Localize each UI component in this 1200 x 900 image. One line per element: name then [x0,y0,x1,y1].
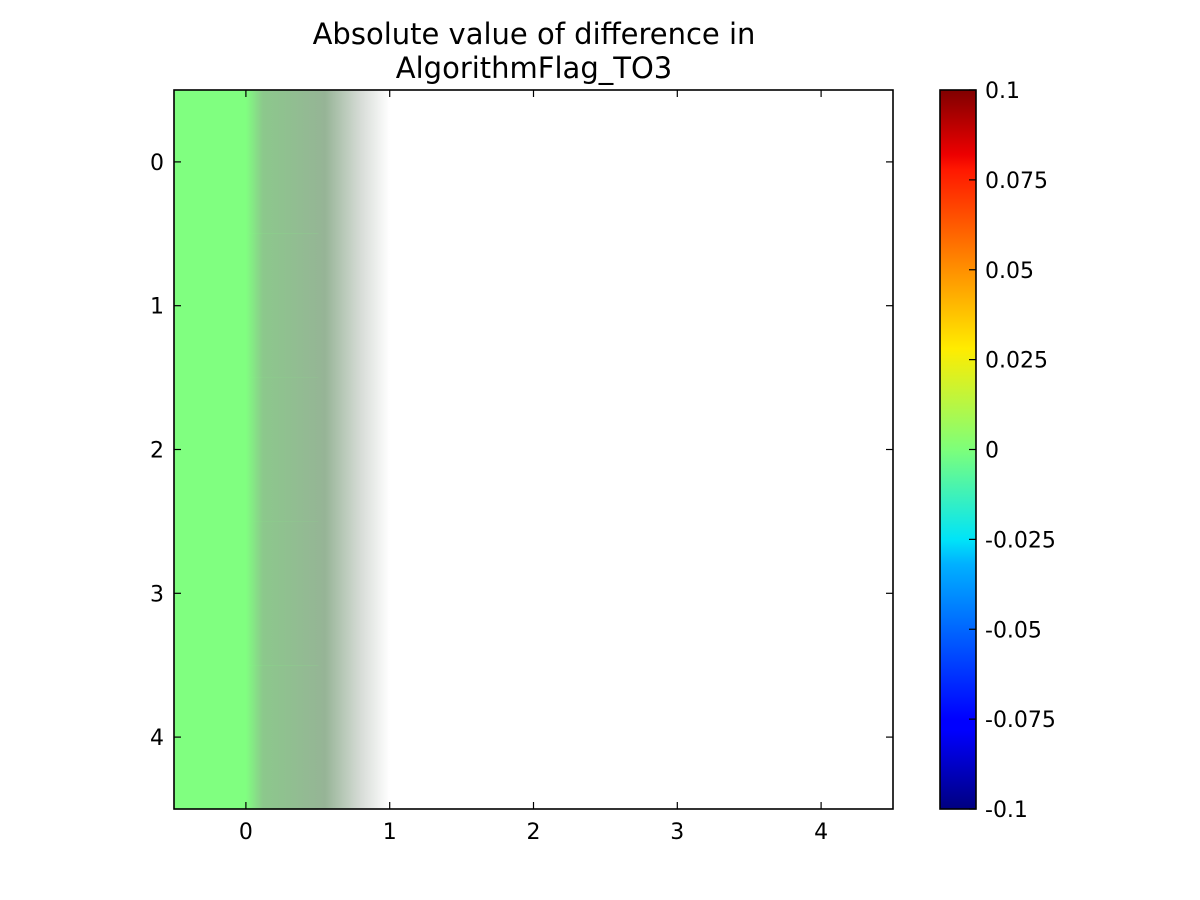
x-axis: 0 1 2 3 4 [239,90,828,845]
colorbar-tick-label: 0.1 [985,79,1020,104]
y-tick-label: 4 [150,726,164,751]
y-tick-label: 3 [150,582,164,607]
x-tick-label: 1 [383,820,397,845]
colorbar-tick-label: 0 [985,439,999,464]
colorbar-tick-label: -0.075 [985,708,1056,733]
x-tick-label: 0 [239,820,253,845]
colorbar-tick-label: 0.025 [985,349,1048,374]
y-tick-label: 0 [150,151,164,176]
x-tick-label: 3 [670,820,684,845]
colorbar-axis: 0.1 0.075 0.05 0.025 0 -0.025 -0.05 -0.075 -0.1 [969,79,1056,823]
colorbar-tick-label: 0.05 [985,259,1034,284]
heatmap-fade [245,90,390,235]
y-axis: 0 1 2 3 4 [150,151,893,751]
heatmap-fade [245,377,390,522]
colorbar-tick-label: -0.025 [985,528,1056,553]
x-tick-label: 4 [814,820,828,845]
y-tick-label: 1 [150,295,164,320]
heatmap-cells [174,90,390,810]
y-tick-label: 2 [150,439,164,464]
chart-title-line-1: Absolute value of difference in [313,17,756,51]
heatmap-fade [245,521,390,666]
colorbar-tick-label: 0.075 [985,169,1048,194]
heatmap-fade [245,665,390,810]
heatmap-fade [245,233,390,379]
colorbar-tick-label: -0.05 [985,618,1042,643]
chart-title-line-2: AlgorithmFlag_TO3 [396,51,672,85]
colorbar-tick-label: -0.1 [985,798,1028,823]
x-tick-label: 2 [527,820,541,845]
